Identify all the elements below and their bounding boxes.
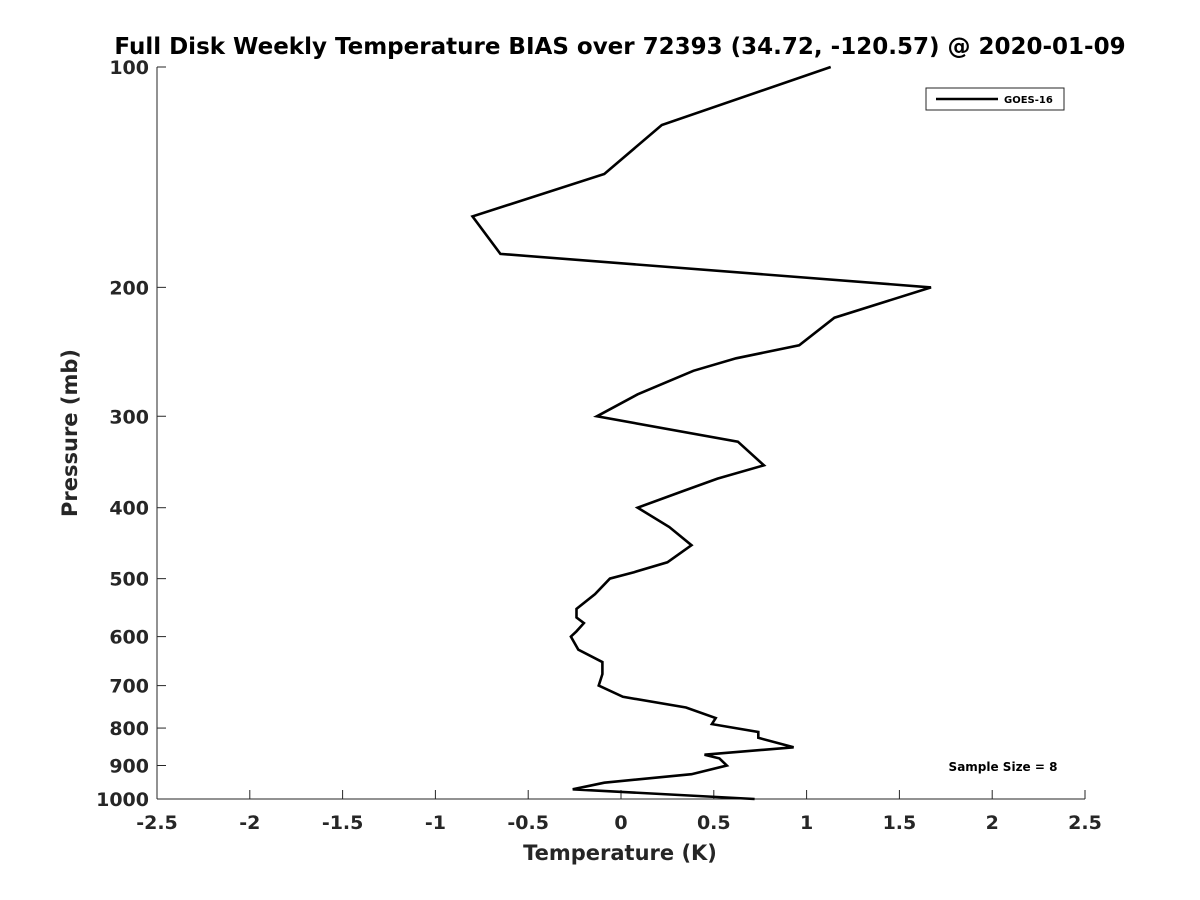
y-tick-label: 100: [109, 57, 149, 79]
legend-entry: GOES-16: [1004, 95, 1053, 106]
y-tick-label: 400: [109, 498, 149, 520]
chart-title: Full Disk Weekly Temperature BIAS over 7…: [114, 34, 1125, 60]
x-tick-label: 1: [800, 812, 813, 834]
x-tick-label: -1.5: [322, 812, 364, 834]
y-tick-label: 700: [109, 676, 149, 698]
series-line-goes-16: [470, 65, 932, 801]
x-tick-label: 0: [614, 812, 627, 834]
y-tick-label: 300: [109, 406, 149, 428]
x-tick-label: 0.5: [697, 812, 731, 834]
y-tick-label: 900: [109, 756, 149, 778]
x-axis-ticks: -2.5 -2 -1.5 -1 -0.5 0 0.5 1 1.5 2 2.5: [136, 790, 1102, 834]
x-tick-label: -2: [239, 812, 260, 834]
sample-size-annotation: Sample Size = 8: [949, 760, 1058, 774]
x-tick-label: -0.5: [507, 812, 549, 834]
y-tick-label: 500: [109, 569, 149, 591]
x-tick-label: -2.5: [136, 812, 178, 834]
series-layer: [470, 65, 932, 801]
y-axis-ticks: 100 200 300 400 500 600 700 800 900 1000: [96, 57, 166, 811]
plot-area: -2.5 -2 -1.5 -1 -0.5 0 0.5 1 1.5 2 2.5 100 200 300 40…: [96, 57, 1102, 834]
x-axis-label: Temperature (K): [523, 841, 717, 865]
legend: GOES-16: [925, 87, 1065, 111]
x-tick-label: 1.5: [883, 812, 917, 834]
x-tick-label: -1: [425, 812, 446, 834]
x-tick-label: 2: [986, 812, 999, 834]
x-tick-label: 2.5: [1068, 812, 1102, 834]
y-tick-label: 1000: [96, 789, 149, 811]
y-tick-label: 800: [109, 718, 149, 740]
y-tick-label: 200: [109, 277, 149, 299]
y-axis-label: Pressure (mb): [58, 349, 82, 517]
y-tick-label: 600: [109, 627, 149, 649]
